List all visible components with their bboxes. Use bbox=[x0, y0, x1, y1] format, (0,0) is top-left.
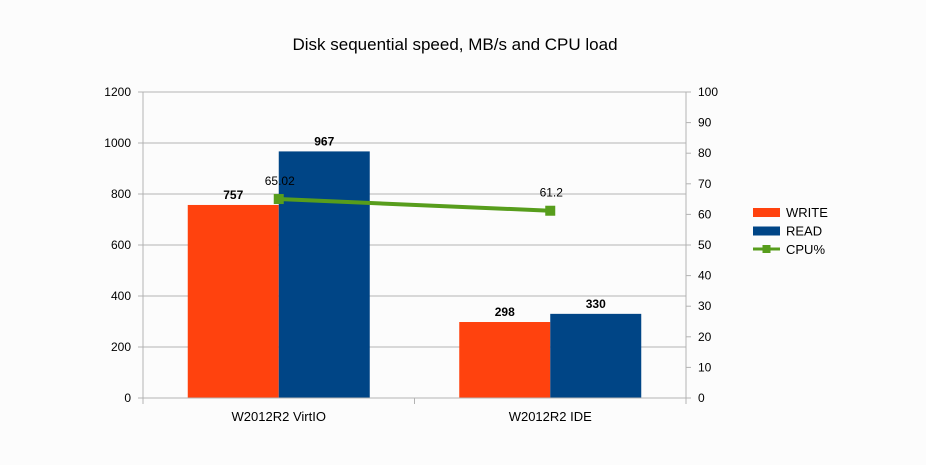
marker-cpu bbox=[545, 205, 556, 216]
y-tick-label: 800 bbox=[111, 187, 131, 201]
y-tick-label: 600 bbox=[111, 238, 131, 252]
legend: WRITE READ CPU% bbox=[753, 205, 828, 257]
y2-tick-label: 30 bbox=[698, 299, 712, 313]
y2-tick-label: 0 bbox=[698, 391, 705, 405]
x-tick-label: W2012R2 VirtIO bbox=[232, 409, 326, 424]
legend-swatch-marker bbox=[762, 245, 771, 253]
y2-tick-label: 70 bbox=[698, 177, 712, 191]
y-tick-label: 1000 bbox=[104, 136, 131, 150]
y2-tick-label: 100 bbox=[698, 85, 718, 99]
y2-tick-label: 80 bbox=[698, 146, 712, 160]
legend-label: READ bbox=[786, 224, 822, 239]
marker-cpu bbox=[273, 194, 284, 205]
data-label-cpu: 61.2 bbox=[540, 186, 564, 200]
y-tick-label: 200 bbox=[111, 340, 131, 354]
cpu-line bbox=[273, 194, 556, 216]
bar-write bbox=[459, 322, 551, 398]
x-tick-label: W2012R2 IDE bbox=[509, 409, 592, 424]
y2-tick-label: 10 bbox=[698, 360, 712, 374]
y-tick-label: 400 bbox=[111, 289, 131, 303]
legend-swatch-read bbox=[753, 226, 780, 236]
axes: 0 200 400 600 800 1000 1200 0 10 20 30 40 50 60 70 80 90… bbox=[104, 85, 718, 424]
y2-tick-label: 50 bbox=[698, 238, 712, 252]
legend-label: WRITE bbox=[786, 205, 828, 220]
y2-tick-label: 60 bbox=[698, 207, 712, 221]
legend-swatch-write bbox=[753, 208, 780, 217]
y2-tick-label: 20 bbox=[698, 330, 712, 344]
bars bbox=[187, 151, 642, 398]
data-label-write: 757 bbox=[223, 188, 243, 202]
bar-read bbox=[278, 151, 370, 398]
y2-tick-label: 40 bbox=[698, 269, 712, 283]
chart-title: Disk sequential speed, MB/s and CPU load bbox=[292, 35, 617, 54]
y-tick-label: 0 bbox=[124, 391, 131, 405]
line-cpu-pct bbox=[278, 197, 551, 213]
data-label-write: 298 bbox=[495, 305, 515, 319]
data-label-read: 967 bbox=[314, 134, 334, 148]
legend-label: CPU% bbox=[786, 242, 825, 257]
bar-write bbox=[187, 204, 279, 398]
data-labels: 757 967 298 330 65.02 61.2 bbox=[223, 134, 606, 319]
data-label-read: 330 bbox=[586, 297, 606, 311]
y-tick-label: 1200 bbox=[104, 85, 131, 99]
y2-tick-label: 90 bbox=[698, 116, 712, 130]
data-label-cpu: 65.02 bbox=[265, 174, 295, 188]
bar-read bbox=[550, 313, 642, 398]
